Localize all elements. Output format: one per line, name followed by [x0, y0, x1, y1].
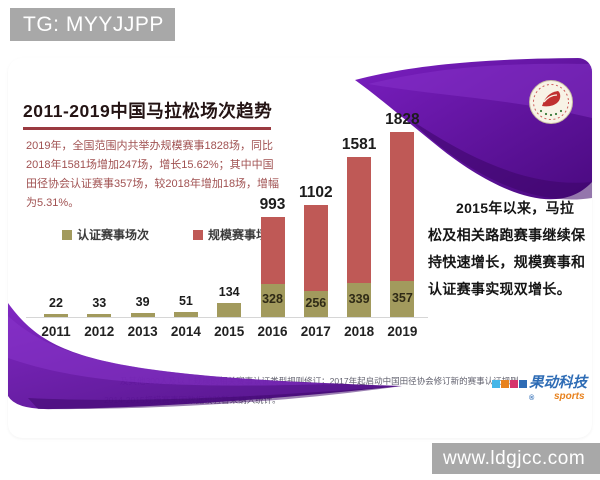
x-tick-2017: 2017 [300, 324, 331, 339]
bar-2013 [130, 313, 155, 317]
bar-value-label-2012: 33 [92, 296, 107, 310]
bar-value-label-2019: 1828 [385, 111, 420, 128]
bar-value-label-2015: 134 [218, 285, 240, 299]
x-tick-2011: 2011 [41, 324, 71, 339]
bar-2011 [44, 314, 68, 317]
legend-item-certified: 认证赛事场次 [62, 226, 149, 243]
chart-subtitle: 2019年，全国范围内共举办规模赛事1828场，同比2018年1581场增加24… [26, 140, 280, 209]
bar-value-label-2014: 51 [178, 294, 193, 308]
footnote-line-2: 2014-2015规模赛事因数据校验暂未纳入统计。 [104, 395, 281, 405]
title-underline [23, 127, 271, 130]
x-tick-2018: 2018 [344, 324, 375, 339]
brand-icon-tile-lightblue [492, 380, 500, 388]
side-commentary: 2015年以来，马拉松及相关路跑赛事继续保持快速增长，规模赛事和认证赛事实现双增… [428, 200, 586, 297]
bar-2012 [87, 314, 112, 317]
bar-inner-label-2017: 256 [305, 296, 327, 310]
brand-subtitle: sports [554, 391, 585, 402]
infographic-card: 2011-2019中国马拉松场次趋势 2019年，全国范围内共举办规模赛事182… [8, 58, 592, 438]
brand-icon-tile-magenta [510, 380, 518, 388]
brand-name: 果动科技® [529, 375, 587, 403]
legend-swatch-scale [193, 229, 204, 240]
telegram-handle-text: TG: MYYJJPP [23, 12, 164, 36]
chart-title: 2011-2019中国马拉松场次趋势 [23, 101, 273, 121]
x-tick-2019: 2019 [387, 324, 418, 339]
athletics-association-emblem [529, 80, 573, 124]
bar-value-label-2013: 39 [135, 295, 150, 309]
brand-icon-tile-orange [501, 380, 509, 388]
bar-inner-label-2016: 328 [262, 292, 283, 306]
bar-value-label-2011: 22 [49, 296, 63, 310]
bar-inner-label-2019: 357 [391, 291, 413, 305]
brand-logo: 果动科技® sports [492, 376, 592, 406]
x-tick-2013: 2013 [127, 324, 158, 339]
bar-value-label-2016: 993 [259, 196, 286, 213]
bottom-left-ribbon [8, 303, 402, 410]
telegram-handle-badge: TG: MYYJJPP [10, 8, 175, 41]
x-tick-2012: 2012 [84, 324, 115, 339]
brand-reg-mark: ® [529, 395, 535, 402]
x-tick-2014: 2014 [170, 324, 201, 339]
brand-icon-tile-blue [519, 380, 527, 388]
website-url-text: www.ldgjcc.com [443, 447, 586, 469]
bar-2015 [217, 303, 242, 317]
legend-swatch-certified [62, 229, 72, 240]
x-tick-2015: 2015 [214, 324, 245, 339]
bar-value-label-2017: 1102 [298, 184, 333, 201]
bar-inner-label-2018: 339 [348, 292, 370, 306]
website-badge: www.ldgjcc.com [432, 443, 600, 474]
x-tick-2016: 2016 [257, 324, 288, 339]
brand-logo-icon [492, 380, 527, 388]
chart-legend: 认证赛事场次 规模赛事场次 [62, 226, 280, 243]
bar-value-label-2018: 1581 [341, 136, 377, 153]
x-axis-line [26, 317, 428, 318]
bar-2019 [390, 132, 415, 317]
legend-label-certified: 认证赛事场次 [77, 228, 150, 242]
bar-2014 [173, 312, 198, 317]
footnote-line-1: 及其他300人及以上规模的相关赛事认证类型规则修订；2017年起启动中国田径协会… [120, 376, 528, 386]
